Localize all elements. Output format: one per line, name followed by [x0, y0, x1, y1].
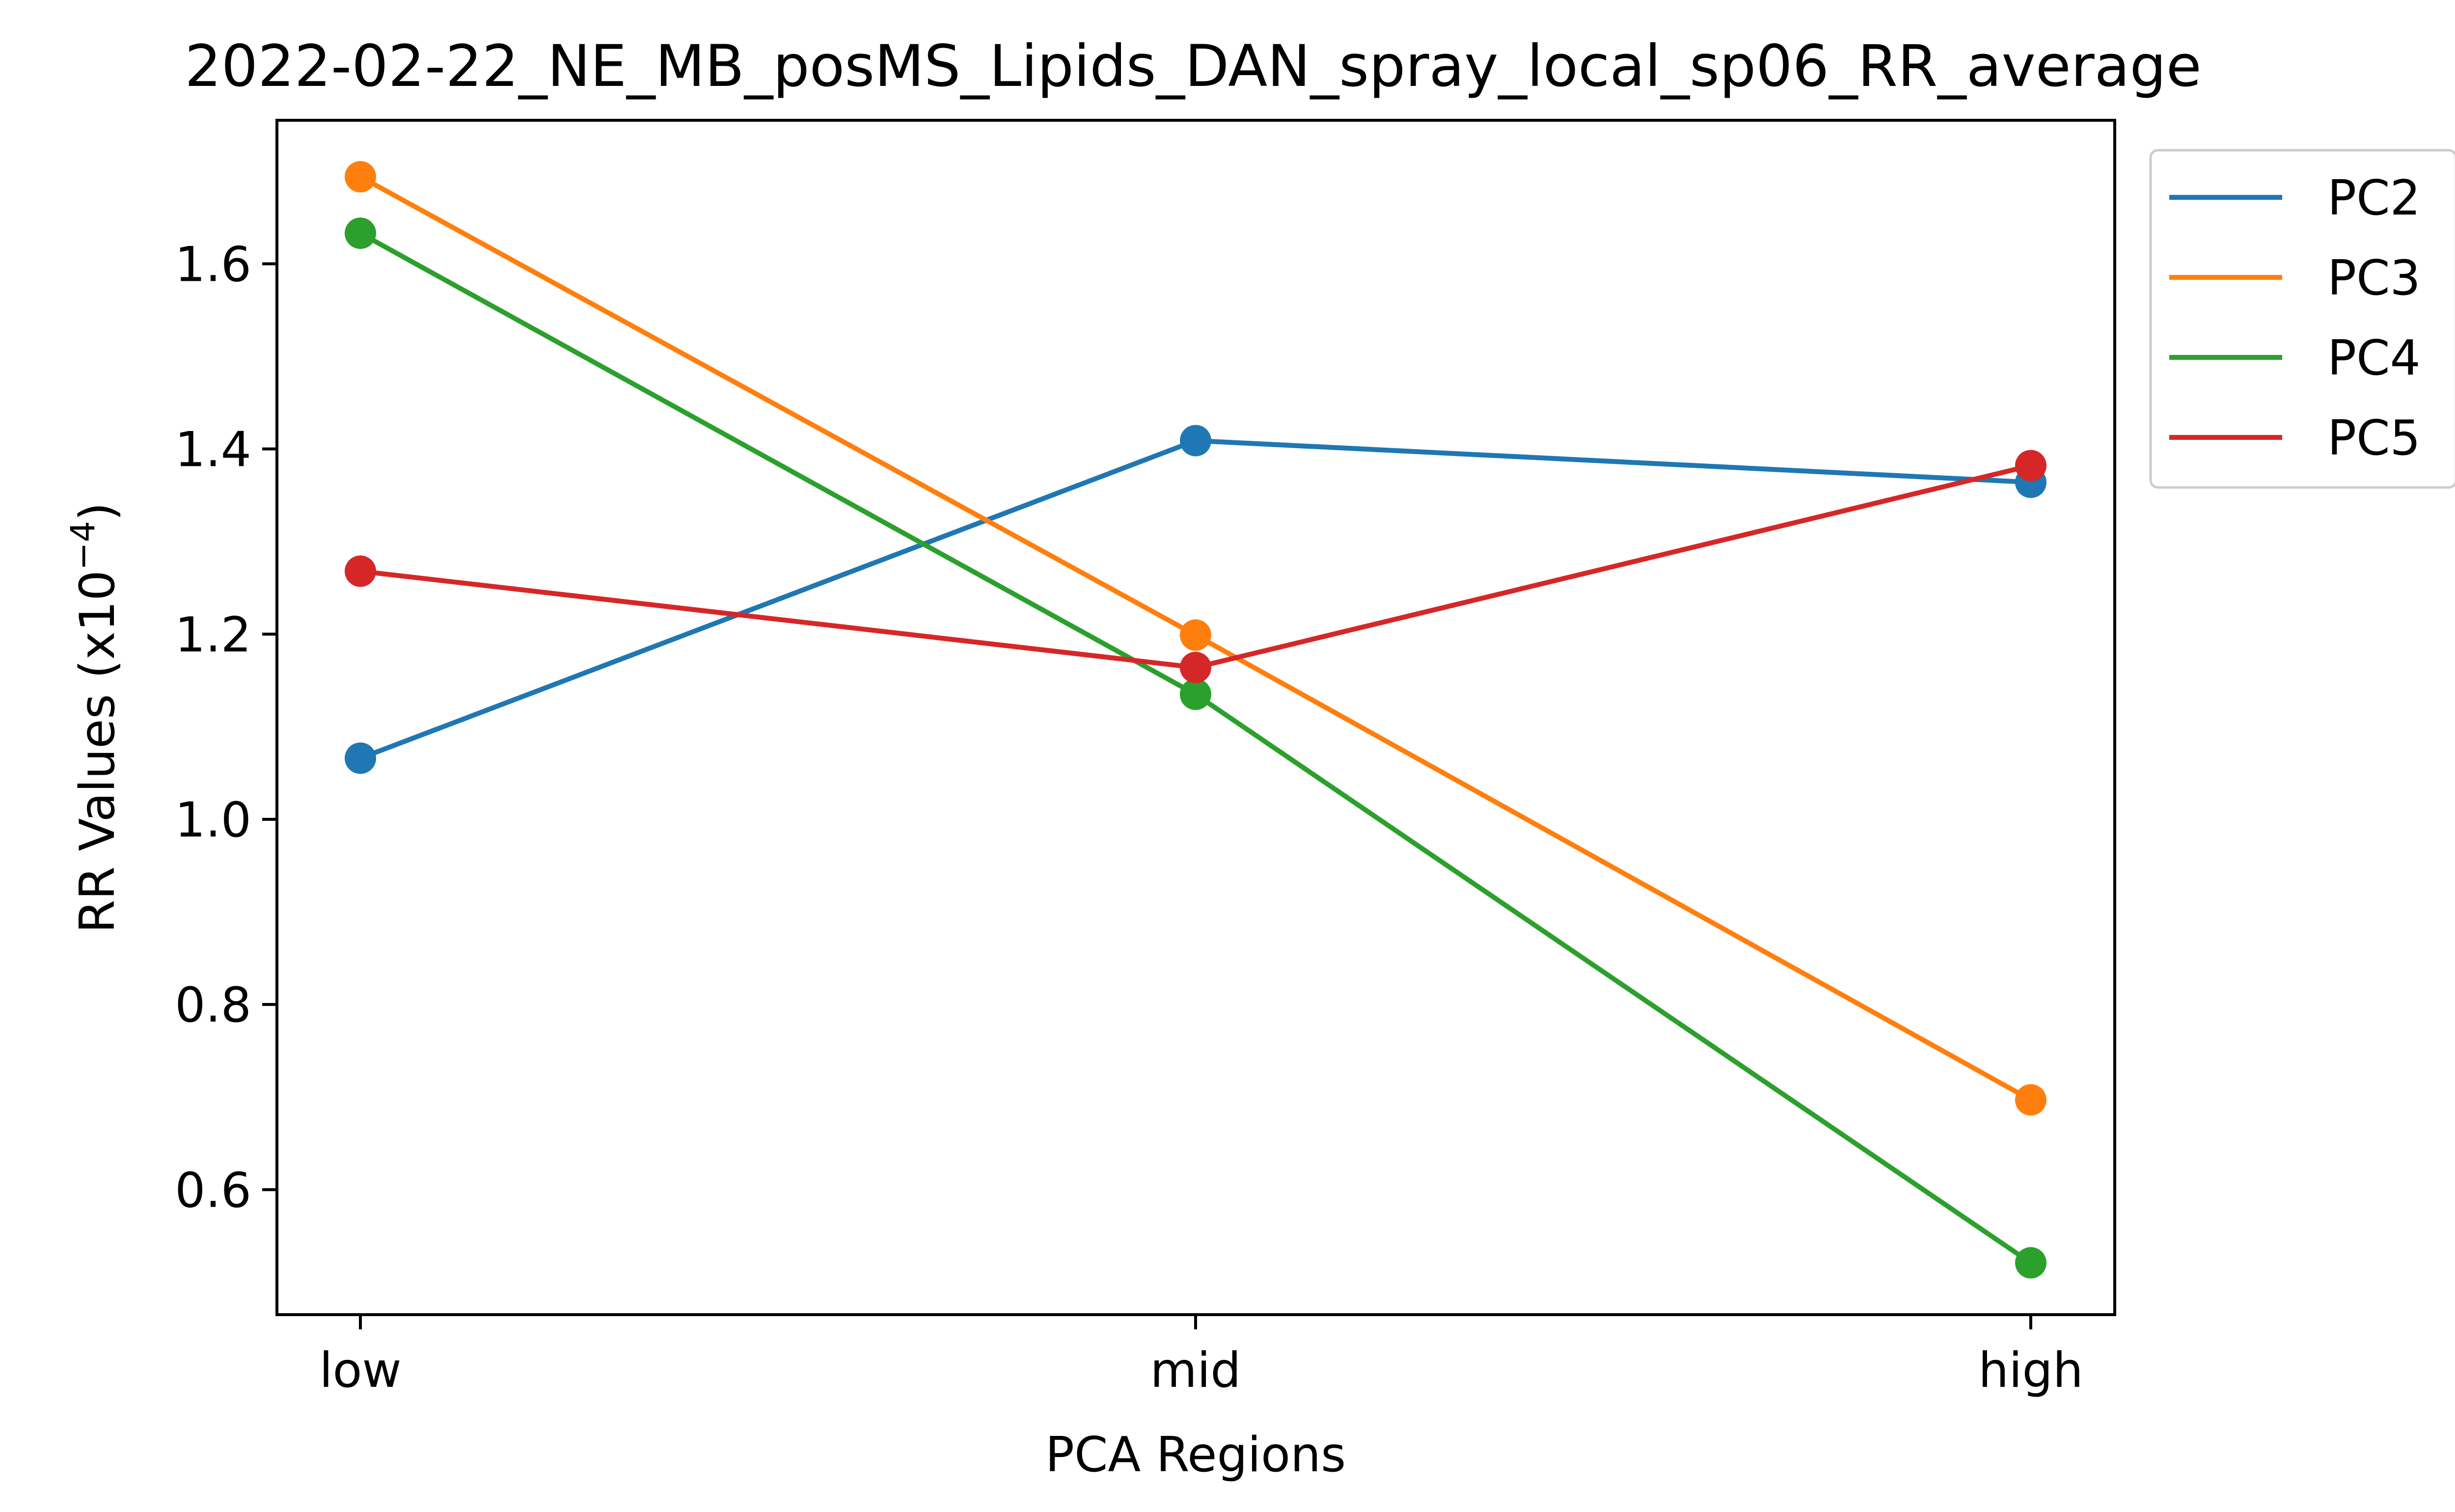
y-tick-label: 1.4 — [175, 422, 251, 478]
series-pc3 — [345, 161, 2046, 1116]
x-tick-label: mid — [1150, 1343, 1241, 1399]
x-axis-ticks: low mid high — [319, 1315, 2083, 1399]
legend-item-pc2: PC2 — [2169, 170, 2421, 226]
legend-items: PC2 PC3 PC4 PC5 — [2169, 170, 2421, 466]
legend: PC2 PC3 PC4 PC5 — [2149, 149, 2455, 489]
series-pc4 — [345, 217, 2046, 1279]
data-point — [2015, 1084, 2046, 1116]
y-axis-label: RR Values (x10−4) — [64, 502, 126, 933]
y-tick-label: 0.6 — [175, 1162, 251, 1218]
series-pc5 — [345, 450, 2046, 683]
y-tick-label: 0.8 — [175, 977, 251, 1033]
y-tick-label: 1.0 — [175, 792, 251, 848]
data-point — [345, 217, 376, 249]
data-point — [1180, 425, 1211, 457]
y-tick-label: 1.2 — [175, 607, 251, 663]
y-axis-ticks: 0.6 0.8 1.0 1.2 1.4 1.6 — [175, 237, 277, 1218]
data-point — [1180, 651, 1211, 683]
legend-item-pc5: PC5 — [2169, 410, 2421, 466]
y-axis-label-exponent: −4 — [64, 521, 103, 570]
data-point — [2015, 1247, 2046, 1279]
chart-title: 2022-02-22_NE_MB_posMS_Lipids_DAN_spray_… — [185, 32, 2201, 100]
legend-item-pc4: PC4 — [2169, 330, 2421, 386]
data-point — [345, 555, 376, 587]
x-tick-label: high — [1978, 1343, 2083, 1399]
plot-area-frame — [275, 119, 2116, 1316]
legend-label: PC5 — [2327, 410, 2421, 466]
data-point — [1180, 678, 1211, 710]
legend-item-pc3: PC3 — [2169, 250, 2421, 306]
y-tick-label: 1.6 — [175, 237, 251, 293]
data-point — [2015, 450, 2046, 482]
series-pc2 — [345, 425, 2046, 774]
legend-label: PC3 — [2327, 250, 2421, 306]
data-point — [345, 161, 376, 193]
series-layer — [345, 161, 2046, 1279]
x-tick-label: low — [319, 1343, 401, 1399]
y-axis-label-text: RR Values (x10 — [70, 570, 126, 933]
legend-label: PC2 — [2327, 170, 2421, 226]
data-point — [1180, 619, 1211, 651]
y-axis-label-close: ) — [70, 502, 126, 521]
legend-frame — [2149, 149, 2455, 489]
legend-label: PC4 — [2327, 330, 2421, 386]
x-axis-label: PCA Regions — [1045, 1427, 1346, 1483]
data-point — [345, 742, 376, 774]
